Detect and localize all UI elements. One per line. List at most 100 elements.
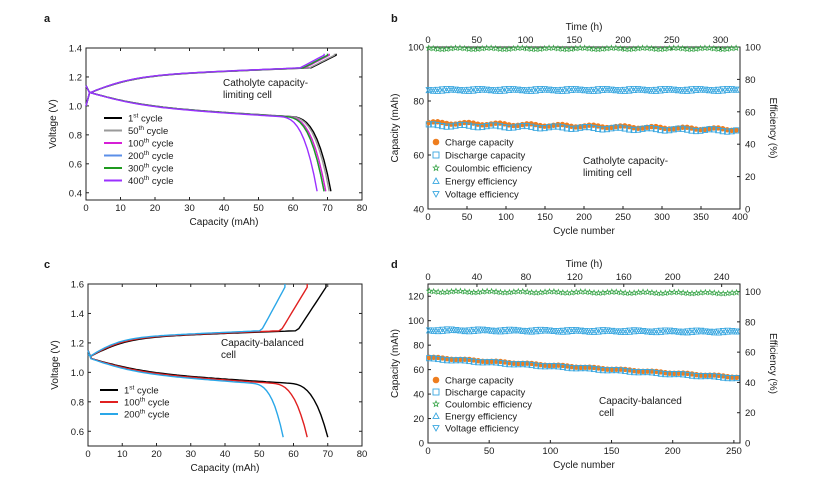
x-tick-label: 50 bbox=[484, 446, 495, 457]
data-point bbox=[506, 326, 513, 333]
data-point bbox=[474, 326, 482, 333]
annotation-text: Catholyte capacity- bbox=[583, 156, 668, 167]
data-point bbox=[595, 366, 602, 373]
data-point bbox=[608, 125, 615, 132]
data-point bbox=[537, 327, 544, 334]
y-axis-label: Voltage (V) bbox=[48, 99, 59, 148]
data-point bbox=[541, 288, 549, 295]
data-point bbox=[465, 327, 473, 334]
data-point bbox=[528, 123, 535, 130]
data-point bbox=[706, 126, 713, 133]
data-point bbox=[719, 289, 727, 297]
data-point bbox=[661, 86, 669, 93]
legend-label: 1st cycle bbox=[128, 113, 163, 125]
data-point bbox=[488, 359, 495, 366]
data-point bbox=[429, 87, 437, 94]
x-axis-label: Capacity (mAh) bbox=[190, 217, 259, 228]
x-tick-label: 150 bbox=[537, 212, 553, 223]
data-point bbox=[617, 367, 624, 374]
y2-axis-label: Efficiency (%) bbox=[767, 98, 778, 159]
data-point bbox=[528, 328, 536, 335]
data-point bbox=[719, 128, 726, 135]
plot-frame bbox=[87, 283, 363, 447]
data-point bbox=[523, 87, 531, 94]
data-point bbox=[639, 369, 647, 376]
data-point bbox=[585, 87, 593, 94]
y-tick-label: 1.6 bbox=[71, 280, 84, 291]
data-point bbox=[474, 288, 482, 296]
data-point bbox=[555, 328, 562, 335]
data-point bbox=[635, 288, 643, 296]
y-tick-label: 1.4 bbox=[69, 44, 82, 55]
data-point bbox=[724, 289, 732, 297]
data-point bbox=[635, 126, 642, 133]
data-point bbox=[443, 288, 451, 295]
top-tick-label: 200 bbox=[665, 272, 681, 283]
data-point bbox=[608, 288, 616, 295]
data-point bbox=[728, 128, 735, 135]
x-tick-label: 50 bbox=[462, 212, 473, 223]
data-point bbox=[653, 328, 660, 335]
data-point bbox=[488, 327, 495, 334]
data-point bbox=[665, 86, 673, 93]
data-point bbox=[541, 327, 549, 334]
x-tick-label: 40 bbox=[219, 203, 230, 214]
y-tick-label: 20 bbox=[413, 414, 424, 425]
data-point bbox=[675, 370, 682, 378]
data-point bbox=[465, 328, 473, 335]
data-point bbox=[612, 288, 620, 295]
data-point bbox=[733, 328, 740, 335]
data-point bbox=[720, 374, 727, 381]
data-point bbox=[590, 86, 597, 93]
data-point bbox=[573, 365, 580, 372]
data-point bbox=[732, 86, 740, 93]
top-tick-label: 80 bbox=[521, 272, 532, 283]
data-point bbox=[728, 44, 736, 52]
data-point bbox=[644, 288, 651, 296]
top-tick-label: 150 bbox=[566, 35, 582, 46]
data-point bbox=[661, 328, 669, 335]
panel-letter: b bbox=[391, 13, 398, 25]
legend-label-base: 100 bbox=[128, 139, 144, 150]
data-point bbox=[532, 289, 540, 296]
data-point bbox=[505, 288, 513, 296]
x-tick-label: 100 bbox=[542, 446, 558, 457]
data-point bbox=[710, 44, 718, 52]
data-point bbox=[666, 371, 673, 378]
data-point bbox=[483, 44, 491, 51]
data-point bbox=[670, 126, 677, 133]
data-point bbox=[626, 327, 634, 334]
data-point bbox=[439, 327, 446, 334]
data-point bbox=[559, 327, 567, 334]
data-point bbox=[622, 367, 629, 375]
legend-label-sup: th bbox=[144, 138, 150, 145]
data-point bbox=[625, 86, 633, 93]
y-tick-label: 0.4 bbox=[69, 188, 82, 199]
data-point bbox=[674, 44, 682, 52]
data-point bbox=[710, 328, 718, 335]
data-point bbox=[524, 361, 531, 368]
data-point bbox=[719, 328, 727, 335]
top-tick-label: 100 bbox=[518, 35, 534, 46]
x-tick-label: 350 bbox=[693, 212, 709, 223]
data-point bbox=[728, 289, 736, 296]
data-point bbox=[537, 363, 544, 370]
data-point bbox=[639, 86, 646, 93]
data-point bbox=[684, 329, 691, 336]
data-point bbox=[674, 87, 682, 94]
data-point bbox=[599, 327, 607, 334]
data-point bbox=[635, 369, 642, 376]
data-point bbox=[625, 87, 633, 94]
data-point bbox=[706, 372, 713, 380]
data-point bbox=[692, 85, 700, 93]
data-point bbox=[626, 289, 634, 297]
legend-label: 1st cycle bbox=[124, 385, 159, 397]
x-axis-label: Cycle number bbox=[553, 460, 615, 471]
data-point bbox=[692, 45, 700, 52]
data-point bbox=[567, 86, 575, 94]
y2-tick-label: 20 bbox=[745, 408, 756, 419]
data-point bbox=[586, 288, 594, 296]
data-point bbox=[532, 327, 540, 334]
data-point bbox=[675, 125, 682, 132]
